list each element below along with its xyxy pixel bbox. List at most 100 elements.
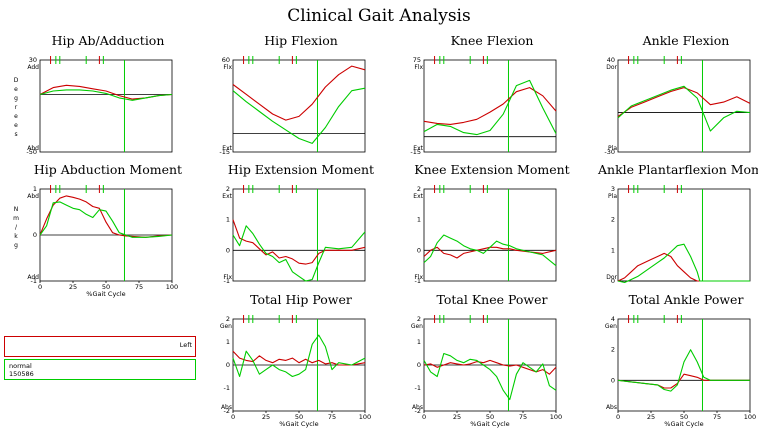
chart-title: Hip Extension Moment	[227, 162, 375, 177]
x-tick-label: 0	[616, 413, 620, 421]
x-tick-label: 25	[69, 283, 77, 291]
series-line-normal	[617, 349, 750, 392]
vertical-label-char: e	[14, 86, 18, 93]
series-line-normal	[232, 334, 366, 378]
x-tick-label: 0	[231, 413, 235, 421]
chart-title: Total Knee Power	[436, 292, 548, 307]
y-label-bottom: Add	[27, 274, 39, 281]
y-tick-label: -15	[410, 148, 421, 156]
plot-frame	[232, 59, 366, 153]
knee-flexion-chart: 75 -15 Flx Ext	[410, 56, 557, 156]
y-tick-label: 1	[226, 216, 230, 224]
plot-frame	[617, 318, 751, 412]
y-tick-label: 2	[611, 216, 615, 224]
y-label-bottom: Ext	[222, 145, 232, 152]
legend-left[interactable]: Left	[4, 336, 196, 357]
series-line-left	[232, 219, 366, 265]
y-tick-label: -1	[31, 277, 37, 285]
vertical-label-char: N	[14, 206, 19, 213]
y-tick-label: 1	[611, 246, 615, 254]
x-tick-label: 100	[359, 413, 371, 421]
series-line-normal	[617, 85, 751, 132]
x-axis-label: %Gait Cycle	[664, 420, 703, 428]
x-tick-label: 50	[486, 413, 494, 421]
y-label-bottom: Flx	[223, 274, 232, 281]
y-label-top: Flx	[414, 64, 423, 71]
series-line-normal	[232, 225, 366, 282]
series-line-left	[617, 252, 750, 282]
y-tick-label: -1	[224, 384, 230, 392]
y-tick-label: -30	[604, 148, 615, 156]
x-axis-label: %Gait Cycle	[86, 290, 125, 298]
y-tick-label: 2	[417, 315, 421, 323]
hip-flexion-chart: 60 -15 Flx Ext	[219, 56, 366, 156]
y-tick-label: 0	[417, 361, 421, 369]
plot-frame	[617, 59, 751, 153]
y-tick-label: 1	[417, 338, 421, 346]
vertical-label-char: g	[14, 95, 18, 102]
x-tick-label: 75	[519, 413, 527, 421]
chart-title: Ankle Plantarflexion Moment	[598, 162, 758, 177]
total-knee-power-chart: 2 1 0 -1 -2 Gen Abs 0 25 50 75 100 %Gait Cycle	[411, 315, 562, 428]
y-tick-label: 40	[607, 56, 615, 64]
x-tick-label: 50	[102, 283, 110, 291]
x-axis-label: %Gait Cycle	[279, 420, 318, 428]
page-title: Clinical Gait Analysis	[287, 6, 471, 26]
plot-frame	[617, 188, 751, 282]
y-tick-label: -1	[224, 277, 230, 285]
y-tick-label: 1	[33, 185, 37, 193]
series-line-normal	[39, 89, 173, 101]
x-tick-label: 100	[166, 283, 178, 291]
y-tick-label: -1	[415, 384, 421, 392]
y-tick-label: 75	[413, 56, 421, 64]
chart-title: Knee Flexion	[450, 33, 534, 48]
series-line-left	[423, 246, 557, 259]
ankle-plantarflexion-moment-chart: 3 2 1 0 Pla Dor	[606, 185, 751, 285]
x-tick-label: 75	[328, 413, 336, 421]
y-label-bottom: Pla	[608, 145, 617, 152]
y-label-top: Gen	[220, 323, 232, 330]
x-tick-label: 25	[647, 413, 655, 421]
vertical-label-char: D	[14, 77, 19, 84]
series-line-normal	[39, 201, 173, 238]
vertical-label-char: g	[14, 242, 18, 249]
total-hip-power-chart: 2 1 0 -1 -2 Gen Abs 0 25 50 75 100 %Gait Cycle	[220, 315, 371, 428]
y-tick-label: 0	[33, 231, 37, 239]
y-tick-label: 60	[222, 56, 230, 64]
x-tick-label: 25	[262, 413, 270, 421]
x-tick-label: 0	[38, 283, 42, 291]
x-tick-label: 25	[453, 413, 461, 421]
plot-frame	[423, 188, 557, 282]
y-tick-label: 2	[226, 185, 230, 193]
y-label-top: Dor	[606, 64, 617, 71]
knee-extension-moment-chart: 2 1 0 -1 Ext Flx	[413, 185, 557, 285]
y-tick-label: -2	[415, 407, 421, 415]
plot-frame	[39, 59, 173, 153]
series-line-normal	[232, 87, 366, 144]
chart-title: Hip Flexion	[264, 33, 338, 48]
ankle-flexion-chart: 40 -30 Dor Pla	[604, 56, 751, 156]
x-tick-label: 0	[422, 413, 426, 421]
vertical-label-char: /	[15, 224, 18, 231]
y-tick-label: 30	[29, 56, 37, 64]
y-tick-label: 0	[226, 246, 230, 254]
x-tick-label: 50	[295, 413, 303, 421]
series-line-normal	[423, 79, 557, 136]
y-tick-label: 3	[611, 185, 615, 193]
y-tick-label: 0	[611, 277, 615, 285]
legend-normal[interactable]: normal 150586	[4, 359, 196, 380]
series-line-left	[617, 87, 751, 117]
y-label-top: Abd	[27, 193, 39, 200]
y-tick-label: -1	[415, 277, 421, 285]
x-tick-label: 100	[744, 413, 756, 421]
y-label-bottom: Abd	[27, 145, 39, 152]
vertical-label-char: e	[14, 113, 18, 120]
y-tick-label: -50	[26, 148, 37, 156]
y-tick-label: 0	[611, 376, 615, 384]
series-line-normal	[423, 352, 557, 401]
y-tick-label: 2	[226, 315, 230, 323]
chart-title: Knee Extension Moment	[414, 162, 570, 177]
vertical-label-char: m	[13, 215, 19, 222]
